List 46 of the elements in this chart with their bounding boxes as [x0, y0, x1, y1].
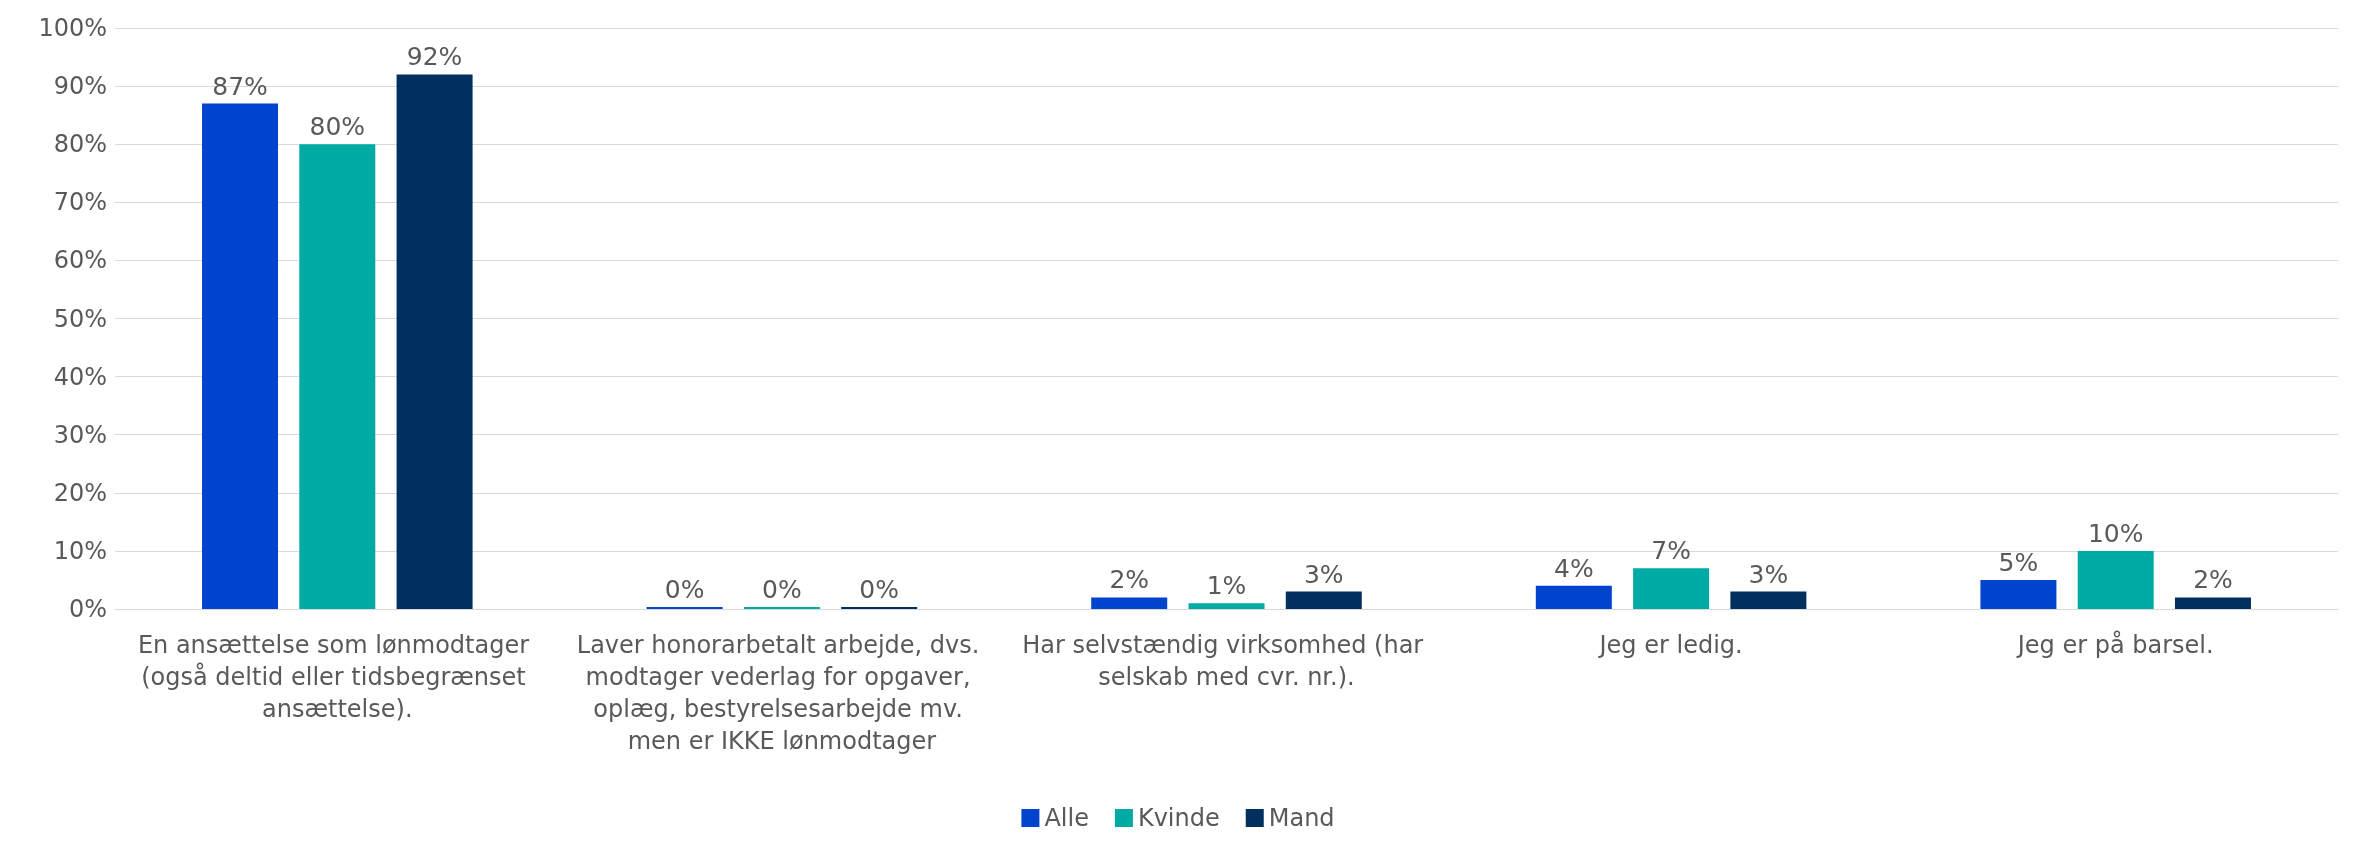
data-label: 0% [664, 575, 705, 604]
bar [1285, 591, 1362, 609]
bar [1730, 591, 1807, 609]
bar [2077, 550, 2154, 609]
data-label: 80% [309, 112, 366, 142]
x-tick-label: Har selvstændig virksomhed (har selskab med cvr. nr.). [1022, 631, 1431, 691]
data-label: 3% [1748, 559, 1789, 589]
x-tick-label: Laver honorarbetalt arbejde, dvs. modtager vederlag for opgaver, oplæg, bestyrelsesarbejde mv. men er IKKE lønmodtager [576, 631, 988, 755]
y-tick-label: 50% [53, 304, 107, 333]
bar [1091, 597, 1168, 609]
data-label: 87% [212, 71, 268, 101]
x-tick-label: Jeg er ledig. [1597, 631, 1743, 659]
data-label: 2% [2193, 565, 2233, 595]
x-tick-label: En ansættelse som lønmodtager (også deltid eller tidsbegrænset ansættelse). [137, 631, 537, 723]
bar [1980, 579, 2057, 609]
legend-label: Alle [1044, 804, 1089, 832]
data-label: 2% [1109, 565, 1150, 595]
y-tick-label: 20% [53, 478, 107, 507]
data-label: 5% [1998, 547, 2039, 577]
y-tick-label: 0% [68, 595, 107, 623]
bar [1535, 585, 1612, 609]
y-tick-label: 10% [53, 536, 107, 565]
data-label: 3% [1303, 559, 1344, 589]
y-tick-label: 90% [53, 72, 107, 101]
bar [1633, 568, 1710, 609]
bar [202, 103, 279, 609]
bar [396, 74, 473, 609]
legend-label: Kvinde [1137, 804, 1220, 832]
y-tick-label: 60% [53, 246, 107, 275]
y-tick-label: 40% [53, 362, 107, 391]
data-label: 92% [406, 42, 463, 72]
data-label: 0% [762, 575, 802, 604]
bar [2174, 597, 2251, 609]
bar [1188, 603, 1265, 609]
bar [299, 144, 376, 609]
data-label: 1% [1206, 571, 1247, 601]
y-tick-label: 30% [53, 420, 107, 449]
data-label: 0% [859, 575, 900, 604]
y-tick-label: 80% [53, 130, 107, 159]
x-tick-label: Jeg er på barsel. [2015, 630, 2214, 659]
legend-label: Mand [1268, 804, 1335, 832]
data-label: 7% [1651, 536, 1691, 566]
data-label: 10% [2087, 518, 2144, 548]
data-label: 4% [1553, 553, 1594, 583]
y-tick-label: 100% [38, 14, 107, 42]
y-tick-label: 70% [53, 188, 107, 217]
